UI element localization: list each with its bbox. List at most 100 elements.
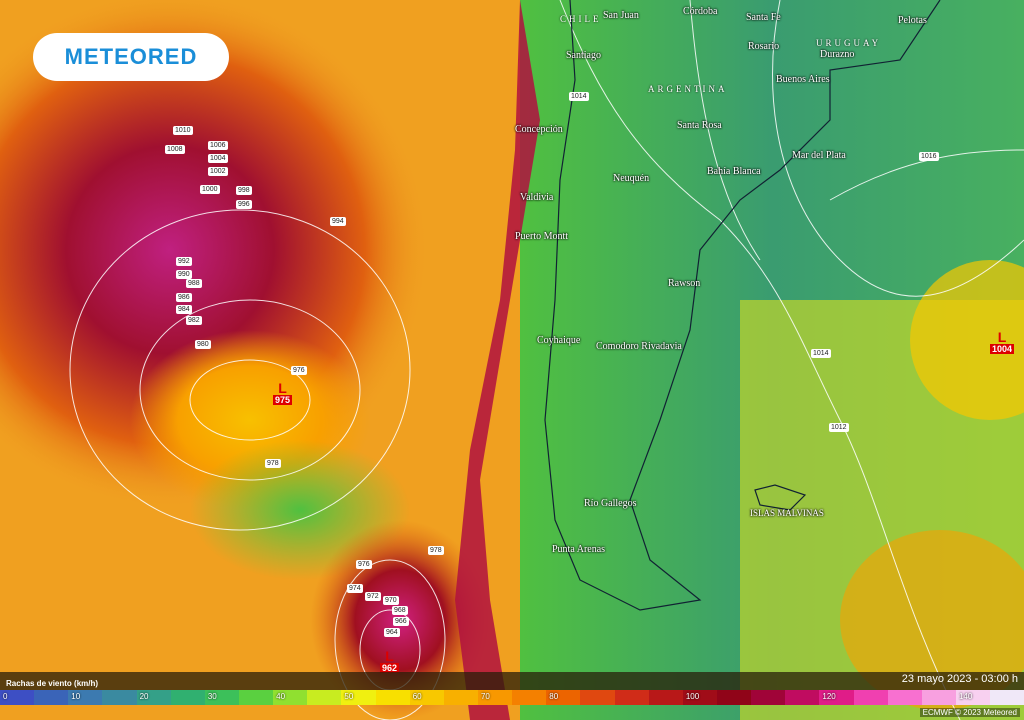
scale-cell — [921, 690, 956, 705]
isobar-label: 976 — [356, 560, 372, 569]
scale-label: 30 — [207, 692, 217, 701]
city-label: Valdivia — [520, 192, 554, 203]
isobar-label: 1004 — [208, 154, 228, 163]
country-label: URUGUAY — [816, 38, 882, 48]
isobar-label: 978 — [428, 546, 444, 555]
scale-cell: 20 — [136, 690, 171, 705]
scale-cell — [375, 690, 410, 705]
city-label: Santa Rosa — [677, 120, 722, 131]
scale-cell — [512, 690, 547, 705]
scale-cell — [716, 690, 752, 705]
scale-cell — [443, 690, 478, 705]
wind-gust-color-scale: 0 10 20 30 40 50 60 70 80 100 120 140 — [0, 690, 1024, 705]
city-label: Comodoro Rivadavia — [596, 341, 682, 352]
scale-cell: 70 — [477, 690, 513, 705]
scale-label: 10 — [71, 692, 81, 701]
city-label: Punta Arenas — [552, 544, 606, 555]
scale-cell — [102, 690, 137, 705]
scale-cell: 10 — [68, 690, 103, 705]
isobar-label: 984 — [176, 305, 192, 314]
isobar-label: 972 — [365, 592, 381, 601]
city-label: Durazno — [820, 49, 855, 60]
scale-label: 50 — [344, 692, 354, 701]
isobar-label: 1008 — [165, 145, 185, 154]
isobar-label: 1002 — [208, 167, 228, 176]
scale-cell: 100 — [682, 690, 717, 705]
isobar-label: 970 — [383, 596, 399, 605]
city-label: Santa Fe — [746, 12, 781, 23]
scale-label: 20 — [139, 692, 149, 701]
city-label: Neuquén — [613, 173, 650, 184]
city-label: Santiago — [566, 50, 601, 61]
isobar-label: 996 — [236, 200, 252, 209]
scale-cell — [614, 690, 649, 705]
isobar-label: 998 — [236, 186, 252, 195]
scale-cell — [170, 690, 205, 705]
scale-cell — [34, 690, 69, 705]
city-label: Pelotas — [898, 15, 927, 26]
scale-cell — [785, 690, 820, 705]
scale-label: 140 — [958, 692, 973, 701]
isobar-label: 978 — [265, 459, 281, 468]
city-label: Concepción — [515, 124, 563, 135]
isobar-label: 1000 — [200, 185, 220, 194]
scale-cell — [238, 690, 274, 705]
isobar-label: 968 — [392, 606, 408, 615]
low-pressure-marker: L 962 — [380, 648, 400, 673]
country-label: CHILE — [560, 14, 602, 24]
isobar-label: 1010 — [173, 126, 193, 135]
scale-label: 40 — [276, 692, 286, 701]
city-label: Puerto Montt — [515, 231, 569, 242]
scale-cell — [853, 690, 888, 705]
city-label: Buenos Aires — [776, 74, 830, 85]
scale-cell — [648, 690, 683, 705]
scale-cell: 50 — [341, 690, 376, 705]
credit-text: ECMWF © 2023 Meteored — [919, 708, 1020, 717]
isobar-label: 1014 — [569, 92, 589, 101]
isobar-label: 986 — [176, 293, 192, 302]
scale-label: 120 — [822, 692, 836, 701]
scale-cell — [751, 690, 786, 705]
isobar-label: 1016 — [919, 152, 939, 161]
isobar-label: 1012 — [829, 423, 849, 432]
scale-cell: 40 — [273, 690, 308, 705]
forecast-datetime: 23 mayo 2023 - 03:00 h — [901, 673, 1018, 685]
isobar-label: 980 — [195, 340, 211, 349]
scale-label: 0 — [3, 692, 8, 701]
scale-label: 80 — [549, 692, 559, 701]
isobar-label: 988 — [186, 279, 202, 288]
legend-title: Rachas de viento (km/h) — [6, 679, 99, 688]
scale-cell: 80 — [546, 690, 581, 705]
city-label: ISLAS MALVINAS — [750, 508, 824, 518]
city-label: Bahía Blanca — [707, 166, 761, 177]
low-pressure-marker: L 1004 — [990, 329, 1015, 354]
scale-cell — [990, 690, 1024, 705]
city-label: Coyhaique — [537, 335, 581, 346]
isobar-label: 974 — [347, 584, 363, 593]
isobar-label: 1006 — [208, 141, 228, 150]
isobar-label: 1014 — [811, 349, 831, 358]
city-label: Rosario — [748, 41, 780, 52]
city-label: Rawson — [668, 278, 701, 289]
city-label: San Juan — [603, 10, 639, 21]
country-label: ARGENTINA — [648, 84, 728, 94]
scale-cell — [580, 690, 615, 705]
scale-cell: 140 — [955, 690, 991, 705]
city-label: Mar del Plata — [792, 150, 846, 161]
isobar-label: 964 — [384, 628, 400, 637]
scale-cell — [887, 690, 922, 705]
meteored-logo: METEORED — [33, 33, 229, 81]
scale-cell: 30 — [204, 690, 239, 705]
city-label: Córdoba — [683, 6, 718, 17]
isobar-label: 976 — [291, 366, 307, 375]
scale-cell: 120 — [819, 690, 854, 705]
isobar-label: 990 — [176, 270, 192, 279]
scale-cell: 0 — [0, 690, 35, 705]
legend-header — [0, 672, 1024, 690]
scale-cell — [307, 690, 342, 705]
city-label: Río Gallegos — [584, 498, 637, 509]
isobar-label: 982 — [186, 316, 202, 325]
isobar-label: 994 — [330, 217, 346, 226]
scale-cell: 60 — [409, 690, 444, 705]
